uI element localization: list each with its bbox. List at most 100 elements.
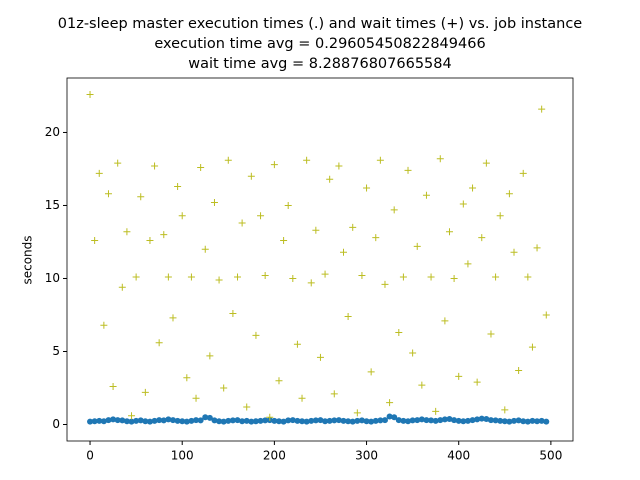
execution-point [483,415,490,422]
execution-point [211,417,218,424]
wait-point [358,272,366,280]
wait-point [505,190,513,198]
wait-point [436,155,444,163]
execution-point [474,416,481,423]
execution-point [497,417,504,424]
execution-point [340,417,347,424]
execution-point [188,417,195,424]
wait-point [381,280,389,288]
execution-point [156,417,163,424]
wait-point [201,245,209,253]
wait-point [390,206,398,214]
x-tick-label: 500 [539,449,562,463]
wait-point [413,242,421,250]
x-tick-label: 100 [171,449,194,463]
wait-point [183,374,191,382]
wait-point [496,212,504,220]
wait-point [340,248,348,256]
wait-point [91,237,99,245]
wait-point [137,193,145,201]
wait-point [524,273,532,281]
wait-point [326,175,334,183]
execution-point [285,417,292,424]
execution-point [303,418,310,425]
execution-point [469,417,476,424]
execution-point [349,418,356,425]
wait-point [395,329,403,337]
execution-point [335,417,342,424]
execution-point [506,418,513,425]
wait-point [114,159,122,167]
execution-point [446,415,453,422]
execution-point [405,418,412,425]
execution-point [414,417,421,424]
execution-point [179,418,186,425]
execution-point [345,418,352,425]
execution-point [326,417,333,424]
wait-point [321,270,329,278]
execution-point [534,418,541,425]
wait-point [515,366,523,374]
execution-point [372,417,379,424]
execution-point [363,418,370,425]
execution-point [492,417,499,424]
execution-point [515,417,522,424]
execution-point [91,418,98,425]
wait-point [118,283,126,291]
wait-point [519,169,527,177]
execution-point [110,416,117,423]
wait-point [220,384,228,392]
execution-point [123,418,130,425]
execution-point [197,417,204,424]
execution-point [511,417,518,424]
wait-point [528,343,536,351]
wait-point [376,156,384,164]
wait-point [128,412,136,420]
execution-point [243,417,250,424]
execution-point [151,417,158,424]
wait-point [104,190,112,198]
execution-point [524,418,531,425]
wait-point [178,212,186,220]
execution-point [432,417,439,424]
execution-point [331,417,338,424]
execution-point [377,417,384,424]
execution-point [100,418,107,425]
execution-point [280,418,287,425]
execution-point [169,417,176,424]
wait-point [330,390,338,398]
execution-point [418,416,425,423]
execution-point [193,417,200,424]
execution-point [299,418,306,425]
wait-point [349,223,357,231]
execution-point [441,416,448,423]
execution-point [216,418,223,425]
execution-point [487,417,494,424]
y-tick-label: 0 [52,417,60,431]
execution-point [386,413,393,420]
execution-point [105,417,112,424]
wait-point [409,349,417,357]
execution-point [160,417,167,424]
execution-point [165,416,172,423]
execution-point [289,417,296,424]
wait-point [261,272,269,280]
wait-point [478,234,486,242]
execution-point [478,415,485,422]
execution-point [312,417,319,424]
execution-point [409,417,416,424]
wait-point [316,353,324,361]
execution-point [114,417,121,424]
wait-point [266,413,274,421]
wait-point [492,273,500,281]
wait-point [95,169,103,177]
execution-point [538,417,545,424]
wait-point [335,162,343,170]
execution-point [202,414,209,421]
wait-point [298,394,306,402]
wait-point [257,212,265,220]
chart-title: 01z-sleep master execution times (.) and… [58,16,583,32]
x-tick-label: 200 [263,449,286,463]
wait-point [445,228,453,236]
